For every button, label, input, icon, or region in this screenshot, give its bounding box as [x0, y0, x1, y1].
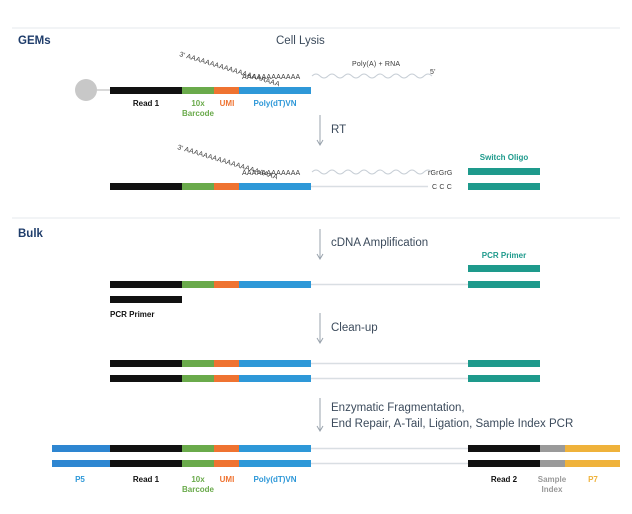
polydt-segment [239, 183, 311, 190]
barcode-label-1: Barcode [182, 109, 215, 118]
umi-label-1: UMI [220, 99, 235, 108]
cdna-amplification-step-title: cDNA Amplification [331, 237, 428, 249]
switch-oligo-segment [468, 168, 540, 175]
capture-oligo [110, 87, 311, 94]
p7-segment [565, 445, 620, 452]
read1-segment [110, 375, 182, 382]
p7-label: P7 [588, 475, 598, 484]
cdna-amplification-arrowhead-icon [316, 253, 324, 260]
cleaned-cdna-strand-1 [110, 360, 540, 367]
switch-oligo-label: Switch Oligo [480, 153, 529, 162]
read1-segment [110, 360, 182, 367]
umi-segment [214, 460, 239, 467]
rt-arrowhead-icon [316, 139, 324, 146]
read2-label: Read 2 [491, 475, 518, 484]
read1-segment [110, 460, 182, 467]
sample-index-segment [540, 460, 565, 467]
p5-label: P5 [75, 475, 85, 484]
read1-label-1: Read 1 [133, 99, 160, 108]
polya-rna-label: Poly(A) + RNA [352, 61, 400, 68]
umi-segment [214, 360, 239, 367]
rgrgrg-label: rGrGrG [428, 170, 453, 177]
read1-segment [110, 183, 182, 190]
polydt-segment [239, 87, 311, 94]
pcr-primer-top-segment [468, 265, 540, 272]
polydt-segment [239, 445, 311, 452]
poly-a-tail-flat-label-1: AAAAAAAAAAAA [242, 74, 301, 81]
read1-segment [110, 87, 182, 94]
barcode-10x-label-2: 10x [191, 475, 205, 484]
umi-segment [214, 375, 239, 382]
barcode-segment [182, 360, 214, 367]
barcode-segment [182, 375, 214, 382]
barcode-segment [182, 281, 214, 288]
umi-segment [214, 445, 239, 452]
polydt-segment [239, 460, 311, 467]
pcr-primer-bottom-segment [110, 296, 182, 303]
fragmentation-arrowhead-icon [316, 425, 324, 432]
fragmentation-step-line2: End Repair, A-Tail, Ligation, Sample Ind… [331, 418, 573, 430]
umi-label-2: UMI [220, 475, 235, 484]
bulk-section-title: Bulk [18, 228, 44, 240]
barcode-segment [182, 460, 214, 467]
p5-segment [52, 445, 110, 452]
p7-segment [565, 460, 620, 467]
barcode-label-2: Barcode [182, 485, 215, 494]
polydt-segment [239, 281, 311, 288]
rna-strand-2 [311, 169, 433, 175]
umi-segment [214, 281, 239, 288]
read2-segment [468, 445, 540, 452]
five-prime-label: 5' [430, 69, 436, 76]
three-prime-label-2: 3' [176, 144, 183, 152]
read1-segment [110, 281, 182, 288]
polydt-segment [239, 375, 311, 382]
sample-label: Sample [538, 475, 567, 484]
index-label: Index [542, 485, 563, 494]
cdna-strand-rt [110, 183, 428, 190]
library-strand-2 [52, 460, 620, 467]
cell-lysis-step-title: Cell Lysis [276, 35, 325, 47]
rna-strand-1 [311, 73, 433, 79]
library-strand-1 [52, 445, 620, 452]
three-prime-label-1: 3' [178, 51, 185, 59]
polydt-segment [239, 360, 311, 367]
cleanup-step-title: Clean-up [331, 322, 378, 334]
gel-bead-icon [75, 79, 97, 101]
polydtvn-label-1: Poly(dT)VN [253, 99, 296, 108]
barcode-10x-label-1: 10x [191, 99, 205, 108]
p5-segment [52, 460, 110, 467]
umi-segment [214, 87, 239, 94]
read1-segment [110, 445, 182, 452]
fragmentation-step-line1: Enzymatic Fragmentation, [331, 402, 465, 414]
barcode-segment [182, 445, 214, 452]
sample-index-segment [540, 445, 565, 452]
cleaned-cdna-strand-2 [110, 375, 540, 382]
amplified-cdna [110, 281, 540, 288]
tso-segment [468, 281, 540, 288]
umi-segment [214, 183, 239, 190]
tso-segment [468, 375, 540, 382]
pcr-primer-label-bottom: PCR Primer [110, 310, 154, 319]
read2-segment [468, 460, 540, 467]
switch-oligo-complement-segment [468, 183, 540, 190]
ccc-label: C C C [432, 184, 452, 191]
rt-step-title: RT [331, 124, 346, 136]
tso-segment [468, 360, 540, 367]
poly-a-tail-flat-label-2: AAAAAAAAAAAA [242, 170, 301, 177]
read1-label-2: Read 1 [133, 475, 160, 484]
barcode-segment [182, 183, 214, 190]
pcr-primer-label-top: PCR Primer [482, 251, 526, 260]
gems-section-title: GEMs [18, 35, 51, 47]
cleanup-arrowhead-icon [316, 337, 324, 344]
barcode-segment [182, 87, 214, 94]
polydtvn-label-2: Poly(dT)VN [253, 475, 296, 484]
poly-a-tail-label-1: AAAAAAAAAAAAAAAAAAAA [185, 53, 280, 88]
